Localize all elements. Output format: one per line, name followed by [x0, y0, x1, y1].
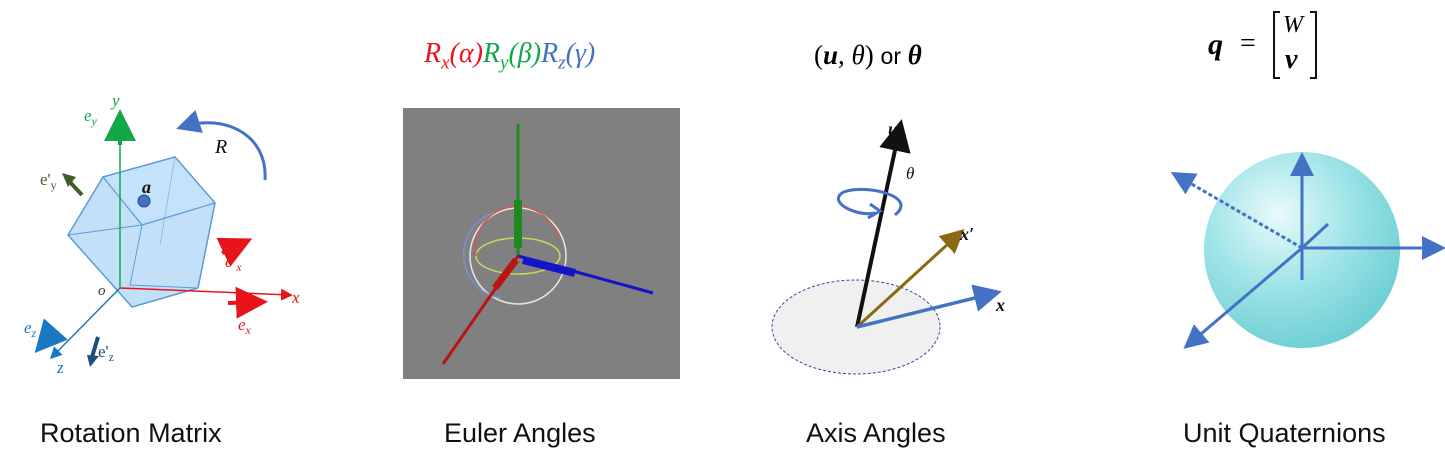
axis-angle-formula: (u, θ) or θ: [814, 40, 922, 70]
z-axis: [49, 287, 121, 360]
axis-u-label: u: [888, 119, 898, 139]
euler-formula: Rx(α)Ry(β)Rz(γ): [424, 38, 595, 75]
point-a: [137, 194, 151, 208]
rotation-arc-head: [867, 202, 883, 220]
rz-term: Rz(γ): [541, 38, 596, 74]
x-label: x: [995, 295, 1005, 315]
matrix-brackets: [1273, 11, 1317, 79]
axis-angles-caption: Axis Angles: [806, 418, 946, 448]
gizmo-background: [403, 108, 680, 379]
rotated-cube: [67, 156, 217, 308]
ey-prime-head: [62, 173, 76, 187]
ex-prime-arrow: [216, 237, 253, 267]
gizmo-y-handle: [514, 200, 522, 248]
gizmo-z-handle: [492, 257, 519, 291]
ez-prime-label: e'z: [98, 342, 114, 364]
rotation-r-label: R: [214, 136, 227, 158]
ez-label: ez: [24, 318, 37, 340]
x-arrow: [856, 284, 1002, 329]
rotation-matrix-diagram: x y z o a R ex ey ez e'x e'y e'z: [24, 91, 300, 377]
rotation-arc: [176, 110, 267, 181]
gizmo-x-handle: [522, 256, 576, 277]
origin-label: o: [98, 283, 106, 299]
rotation-arc-theta: [837, 187, 903, 217]
point-a-label: a: [142, 177, 151, 197]
unit-quaternions-caption: Unit Quaternions: [1183, 418, 1386, 448]
ey-prime-label: e'y: [40, 170, 57, 192]
quat-back-axis: [1300, 222, 1330, 250]
theta-label: θ: [906, 164, 914, 183]
ez-prime-head: [87, 355, 99, 367]
rx-term: Rx(α): [424, 38, 483, 74]
rotation-matrix-caption: Rotation Matrix: [40, 418, 222, 448]
y-axis-label: y: [110, 91, 120, 110]
pitch-ring: [474, 205, 559, 257]
roll-ring: [462, 212, 502, 299]
ex-label: ex: [238, 315, 252, 337]
ez-arrow: [34, 318, 68, 353]
ex-arrow: [227, 286, 268, 319]
z-axis-label: z: [56, 358, 64, 377]
unit-quaternion-diagram: [1170, 152, 1445, 349]
ez-prime-arrow: [90, 336, 100, 358]
euler-angles-gizmo: [403, 108, 680, 379]
axis-angle-diagram: u θ x′ x: [771, 119, 1005, 375]
ex-prime-label: e'x: [225, 252, 242, 274]
euler-angles-caption: Euler Angles: [444, 418, 596, 448]
quaternion-formula: q = W v: [1200, 8, 1330, 82]
ey-label: ey: [84, 106, 98, 128]
axis-u-arrow: [855, 119, 911, 328]
x-prime-arrow: [855, 228, 965, 329]
quat-rotated-vector: [1170, 171, 1303, 250]
ry-term: Ry(β): [482, 38, 542, 74]
x-prime-label: x′: [959, 224, 974, 244]
quat-down-left-axis: [1183, 246, 1303, 349]
x-axis-label: x: [291, 288, 300, 307]
rotation-plane-disc: [771, 279, 941, 375]
